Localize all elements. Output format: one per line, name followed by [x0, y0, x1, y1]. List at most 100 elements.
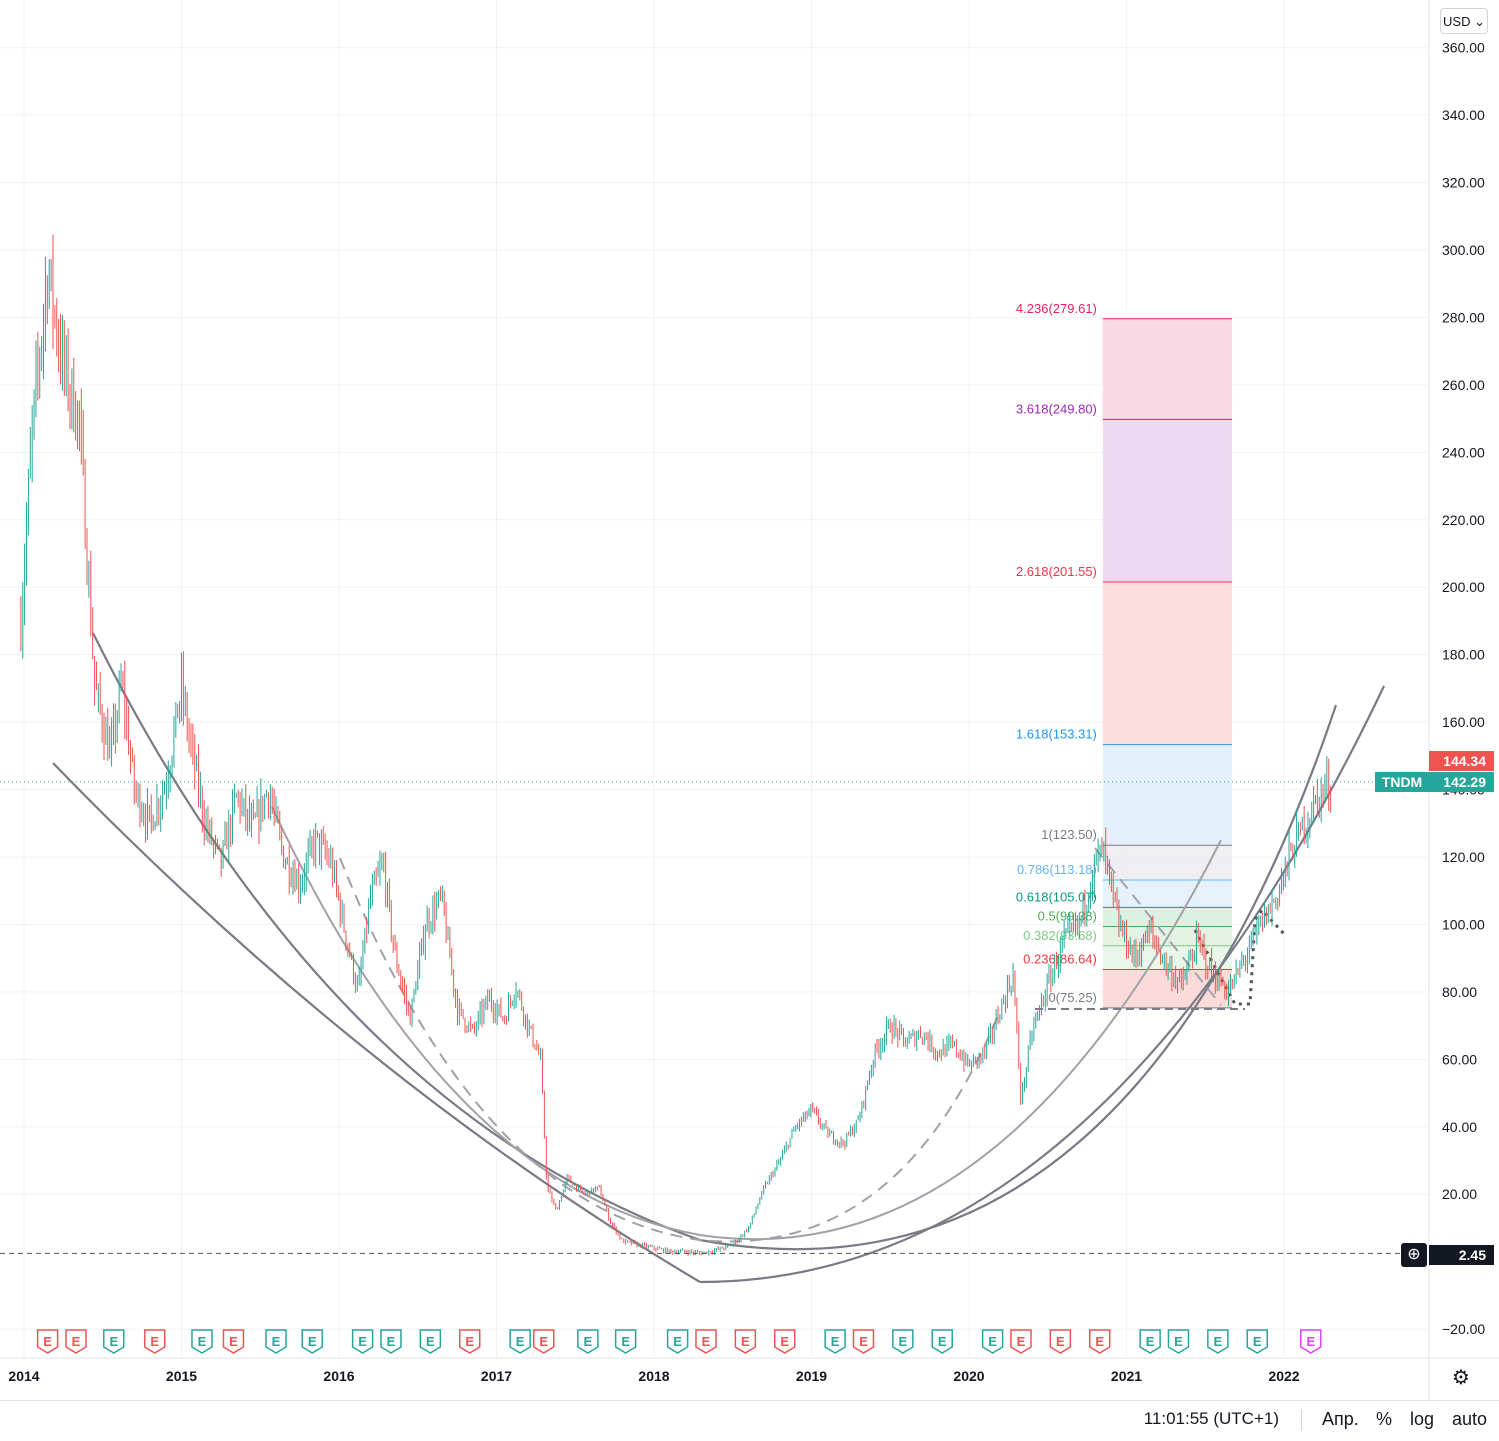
- earnings-marker[interactable]: E: [734, 1329, 757, 1354]
- currency-dropdown[interactable]: USD ⌄: [1440, 8, 1488, 34]
- earnings-marker[interactable]: E: [852, 1329, 875, 1354]
- clock[interactable]: 11:01:55 (UTC+1): [1143, 1409, 1279, 1428]
- earnings-marker[interactable]: E: [36, 1329, 59, 1354]
- earnings-marker[interactable]: E: [577, 1329, 599, 1354]
- auto-toggle[interactable]: auto: [1452, 1409, 1488, 1429]
- arc-drawing: [1193, 907, 1287, 1006]
- earnings-marker[interactable]: E: [143, 1329, 166, 1354]
- earnings-marker[interactable]: E: [931, 1329, 953, 1354]
- arc-drawing: [339, 857, 1001, 1243]
- earnings-badge-icon: [222, 1329, 245, 1354]
- earnings-marker[interactable]: E: [1207, 1329, 1229, 1354]
- arc-drawing: [1094, 847, 1222, 1006]
- price-tick-label: 20.00: [1442, 1186, 1477, 1202]
- earnings-badge-icon: [301, 1329, 323, 1354]
- time-tick-label: 2021: [1111, 1368, 1142, 1384]
- earnings-letter: E: [150, 1334, 159, 1349]
- arc-drawings[interactable]: [52, 632, 1385, 1284]
- earnings-letter: E: [72, 1334, 81, 1349]
- earnings-marker[interactable]: E: [892, 1329, 914, 1354]
- arc-drawing: [52, 762, 701, 1283]
- earnings-marker[interactable]: E: [1300, 1329, 1322, 1354]
- earnings-letter: E: [780, 1334, 789, 1349]
- price-tick-label: 40.00: [1442, 1119, 1477, 1135]
- earnings-badge-icon: [1246, 1329, 1268, 1354]
- fib-level-label: 0.618(105.07): [1016, 889, 1097, 904]
- earnings-marker[interactable]: E: [1167, 1329, 1190, 1354]
- price-tick-label: 240.00: [1442, 444, 1485, 460]
- fib-zone: [1102, 879, 1233, 908]
- price-axis[interactable]: −20.0020.0040.0060.0080.00100.00120.0014…: [1442, 40, 1485, 1337]
- earnings-marker[interactable]: E: [458, 1329, 481, 1354]
- earnings-letter: E: [1174, 1334, 1183, 1349]
- fib-zone: [1102, 419, 1233, 583]
- price-tick-label: 360.00: [1442, 40, 1485, 56]
- earnings-badge-icon: [666, 1329, 689, 1354]
- earnings-marker[interactable]: E: [265, 1329, 287, 1354]
- price-tick-label: 180.00: [1442, 647, 1485, 663]
- earnings-marker[interactable]: E: [773, 1329, 796, 1354]
- earnings-marker[interactable]: E: [380, 1329, 402, 1354]
- earnings-marker[interactable]: E: [533, 1329, 555, 1354]
- earnings-marker[interactable]: E: [509, 1329, 531, 1354]
- earnings-badge-icon: [614, 1329, 637, 1354]
- earnings-letter: E: [899, 1334, 908, 1349]
- earnings-letter: E: [465, 1334, 474, 1349]
- earnings-letter: E: [229, 1334, 238, 1349]
- price-tick-label: 160.00: [1442, 714, 1485, 730]
- earnings-marker[interactable]: E: [103, 1329, 125, 1354]
- time-axis[interactable]: 2014 2015 2016 2017 2018 2019 2020 2021 2022: [8, 1368, 1299, 1384]
- earnings-badge-icon: [852, 1329, 875, 1354]
- earnings-marker[interactable]: E: [824, 1329, 846, 1354]
- arc-drawing: [699, 685, 1385, 1284]
- earnings-marker[interactable]: E: [666, 1329, 689, 1354]
- earnings-badge-icon: [1139, 1329, 1161, 1354]
- earnings-badge-icon: [65, 1329, 87, 1354]
- earnings-letter: E: [539, 1334, 548, 1349]
- earnings-letter: E: [1146, 1334, 1155, 1349]
- earnings-letter: E: [198, 1334, 207, 1349]
- last-price-red-tag: 144.34: [1429, 751, 1494, 771]
- chart-canvas[interactable]: 0(75.25)0.236(86.64)0.382(93.68)0.5(99.3…: [0, 0, 1499, 1400]
- fib-zone: [1102, 582, 1233, 745]
- earnings-letter: E: [272, 1334, 281, 1349]
- earnings-badge-icon: [380, 1329, 402, 1354]
- earnings-badge-icon: [824, 1329, 846, 1354]
- earnings-badge-icon: [143, 1329, 166, 1354]
- earnings-badge-icon: [265, 1329, 287, 1354]
- earnings-marker[interactable]: E: [981, 1329, 1004, 1354]
- earnings-marker[interactable]: E: [301, 1329, 323, 1354]
- earnings-marker[interactable]: E: [1139, 1329, 1161, 1354]
- percent-toggle[interactable]: %: [1376, 1409, 1393, 1429]
- earnings-badge-icon: [419, 1329, 442, 1354]
- log-toggle[interactable]: log: [1410, 1409, 1435, 1429]
- earnings-marker[interactable]: E: [1088, 1329, 1111, 1354]
- fib-level-label: 0.786(113.18): [1017, 862, 1097, 877]
- earnings-marker[interactable]: E: [351, 1329, 374, 1354]
- earnings-marker[interactable]: E: [419, 1329, 442, 1354]
- price-tick-label: 260.00: [1442, 377, 1485, 393]
- earnings-marker[interactable]: E: [65, 1329, 87, 1354]
- earnings-marker[interactable]: E: [695, 1329, 717, 1354]
- fibonacci-extension[interactable]: 0(75.25)0.236(86.64)0.382(93.68)0.5(99.3…: [1016, 301, 1233, 1009]
- adjust-toggle[interactable]: Апр.: [1322, 1409, 1359, 1429]
- earnings-letter: E: [43, 1334, 52, 1349]
- earnings-marker[interactable]: E: [222, 1329, 245, 1354]
- earnings-badge-icon: [931, 1329, 953, 1354]
- price-tick-label: 340.00: [1442, 107, 1485, 123]
- add-plus-icon[interactable]: ⊕: [1401, 1243, 1427, 1267]
- price-tick-label: 280.00: [1442, 309, 1485, 325]
- earnings-badge-icon: [1049, 1329, 1072, 1354]
- earnings-badge-icon: [509, 1329, 531, 1354]
- earnings-badge-icon: [1207, 1329, 1229, 1354]
- earnings-marker[interactable]: E: [614, 1329, 637, 1354]
- fib-zone: [1102, 969, 1233, 1008]
- earnings-marker[interactable]: E: [1246, 1329, 1268, 1354]
- earnings-marker[interactable]: E: [1010, 1329, 1032, 1354]
- earnings-marker[interactable]: E: [1049, 1329, 1072, 1354]
- settings-gear-icon[interactable]: ⚙: [1452, 1367, 1470, 1389]
- earnings-marker[interactable]: E: [191, 1329, 213, 1354]
- fib-level-label: 3.618(249.80): [1016, 401, 1097, 416]
- earnings-letter: E: [584, 1334, 593, 1349]
